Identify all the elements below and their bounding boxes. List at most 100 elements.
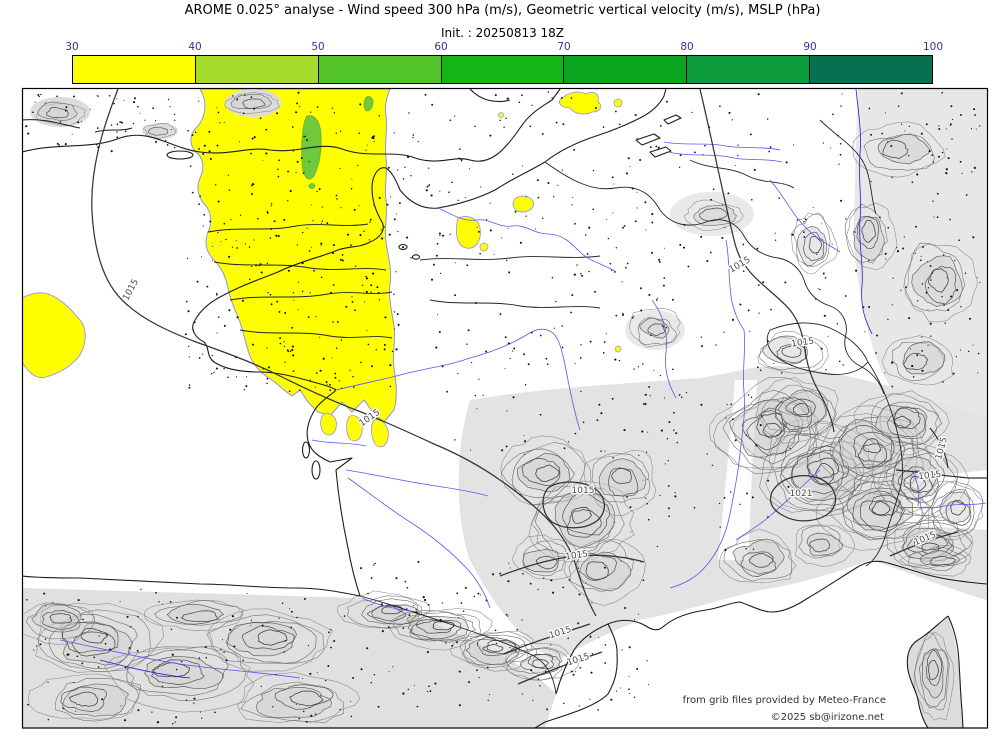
stipple-dot	[388, 670, 390, 673]
stipple-dot	[132, 122, 135, 125]
stipple-dot	[104, 642, 107, 645]
stipple-dot	[373, 204, 375, 206]
stipple-dot	[116, 123, 119, 126]
stipple-dot	[223, 222, 226, 225]
terrain-contour	[60, 686, 107, 712]
stipple-dot	[976, 276, 978, 278]
stipple-dot	[291, 348, 294, 352]
stipple-dot	[494, 94, 497, 97]
stipple-dot	[975, 128, 977, 130]
stipple-dot	[646, 660, 648, 662]
terrain-contour	[908, 546, 967, 572]
stipple-dot	[456, 592, 459, 595]
stipple-dot	[370, 291, 372, 293]
stipple-dot	[949, 125, 951, 127]
stipple-dot	[278, 310, 281, 313]
stipple-dot	[920, 132, 923, 135]
stipple-dot	[941, 296, 943, 298]
stipple-dot	[395, 348, 398, 351]
stipple-dot	[251, 265, 253, 268]
terrain-contour	[206, 614, 325, 665]
stipple-dot	[914, 252, 916, 254]
terrain-contour	[25, 603, 96, 640]
stipple-dot	[631, 187, 634, 190]
terrain-contour	[931, 489, 975, 534]
stipple-dot	[687, 265, 690, 268]
stipple-dot	[525, 196, 527, 198]
stipple-dot	[955, 356, 958, 358]
terrain-contour	[28, 673, 140, 720]
terrain-contour	[45, 107, 69, 119]
stipple-dot	[417, 560, 420, 564]
stipple-dot	[113, 102, 115, 105]
terrain-contour	[903, 242, 966, 312]
terrain-contour	[777, 389, 826, 429]
stipple-dot	[341, 254, 344, 256]
stipple-dot	[602, 126, 605, 128]
stipple-dot	[377, 705, 380, 708]
stipple-dot	[139, 112, 141, 114]
stipple-dot	[120, 705, 122, 707]
terrain-contour	[853, 390, 950, 456]
stipple-dot	[479, 594, 481, 596]
stipple-dot	[791, 233, 794, 236]
terrain-contour	[793, 212, 831, 268]
stipple-dot	[77, 121, 80, 124]
stipple-dot	[513, 347, 516, 350]
stipple-dot	[621, 649, 623, 651]
terrain-contour	[862, 438, 882, 454]
stipple-dot	[80, 120, 83, 123]
stipple-dot	[343, 615, 346, 617]
stipple-dot	[769, 146, 772, 148]
terrain-contour	[511, 534, 579, 580]
stipple-dot	[728, 111, 731, 114]
stipple-dot	[503, 126, 505, 128]
stipple-dot	[544, 670, 547, 673]
stipple-dot	[507, 580, 510, 583]
stipple-dot	[487, 699, 489, 702]
stipple-dot	[636, 138, 638, 140]
stipple-dot	[293, 299, 295, 301]
stipple-dot	[62, 707, 65, 710]
stipple-dot	[198, 100, 200, 102]
stipple-dot	[812, 206, 814, 209]
stipple-dot	[410, 256, 412, 259]
stipple-dot	[220, 241, 222, 243]
stipple-dot	[945, 128, 947, 130]
stipple-dot	[919, 259, 922, 262]
stipple-dot	[431, 103, 434, 106]
stipple-dot	[938, 127, 941, 131]
stipple-dot	[406, 608, 408, 610]
stipple-dot	[279, 342, 282, 345]
terrain-contour	[893, 415, 912, 429]
terrain-contour	[756, 412, 786, 437]
stipple-dot	[542, 577, 545, 579]
stipple-dot	[339, 167, 341, 169]
stipple-dot	[909, 348, 912, 350]
stipple-dot	[561, 169, 564, 171]
stipple-dot	[360, 668, 363, 671]
stipple-dot	[167, 98, 170, 101]
terrain-contour	[902, 341, 946, 375]
terrain-contour	[31, 603, 82, 633]
stipple-dot	[467, 329, 470, 332]
stipple-dot	[891, 176, 893, 179]
stipple-dot	[320, 245, 322, 247]
stipple-dot	[363, 301, 366, 303]
stipple-dot	[76, 655, 79, 658]
terrain-contour	[857, 443, 888, 469]
stipple-dot	[723, 331, 725, 333]
stipple-dot	[925, 123, 928, 126]
stipple-dot	[500, 237, 502, 239]
stipple-dot	[302, 710, 305, 713]
stipple-dot	[603, 566, 607, 569]
stipple-dot	[236, 316, 239, 319]
stipple-dot	[275, 234, 278, 237]
stipple-dot	[960, 305, 962, 308]
stipple-dot	[331, 107, 334, 109]
stipple-dot	[211, 354, 213, 357]
stipple-dot	[729, 491, 732, 493]
terrain-contour	[913, 533, 949, 551]
stipple-dot	[458, 617, 460, 619]
stipple-dot	[466, 343, 468, 346]
